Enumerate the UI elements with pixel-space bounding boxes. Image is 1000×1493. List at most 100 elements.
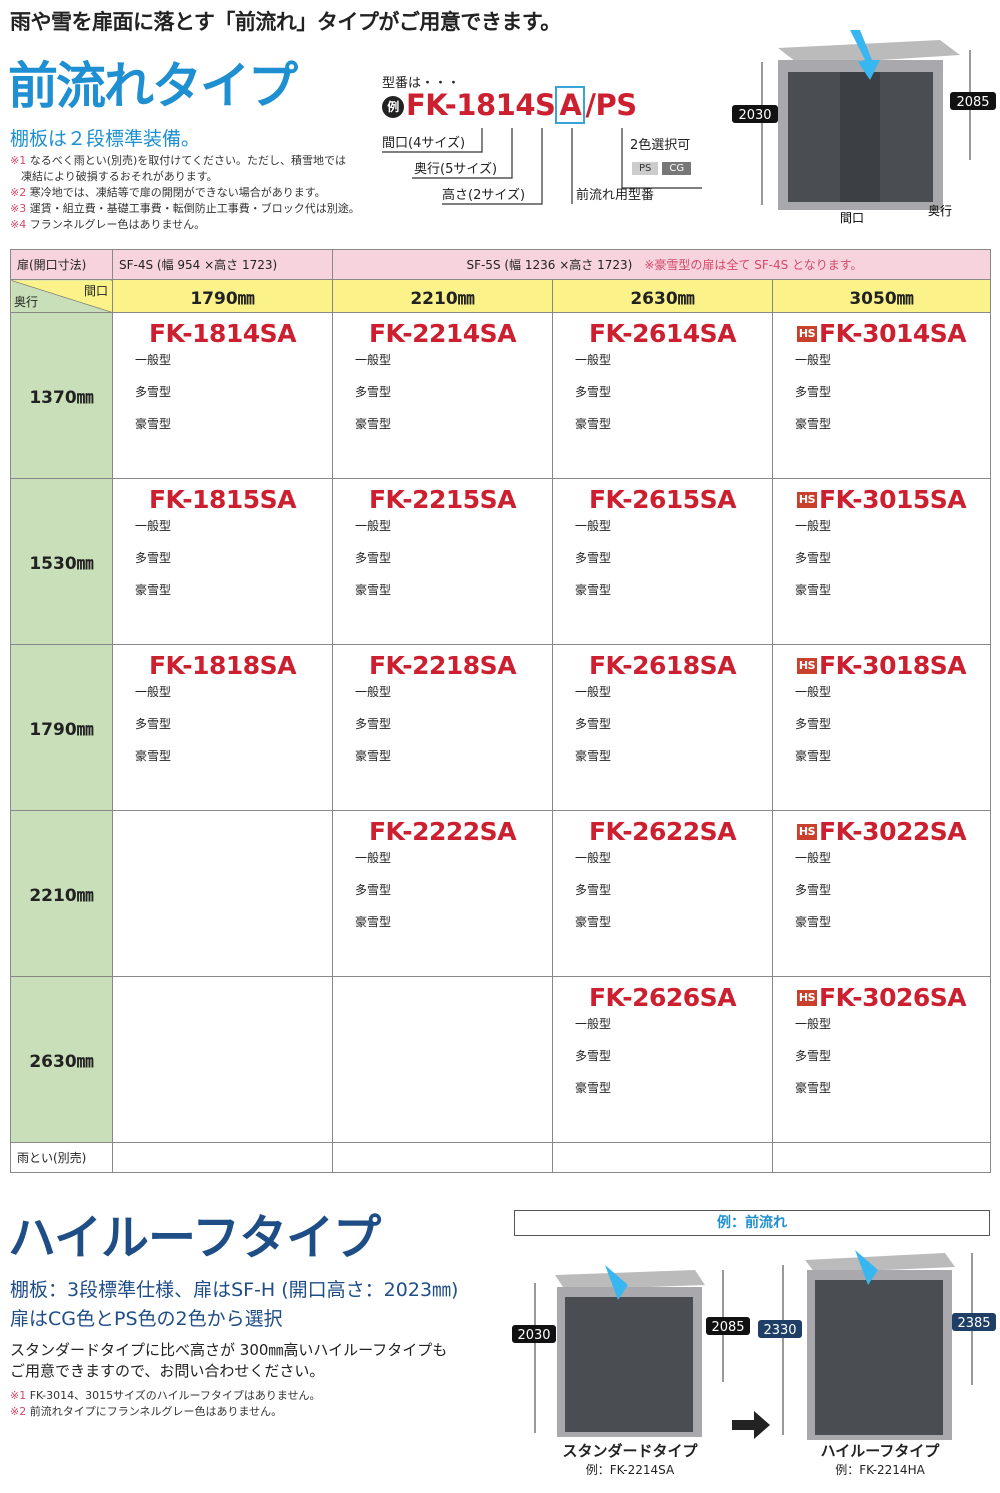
model-type: 一般型 [575, 1017, 612, 1031]
model-type: 一般型 [135, 353, 172, 367]
hs-badge: HS [796, 658, 818, 674]
model-type: 多雪型 [575, 1049, 612, 1063]
width-header: 2210㎜ [332, 279, 553, 313]
model-name: FK-2215SA [333, 485, 552, 514]
high-roof-front-height: 2330 [763, 1323, 796, 1338]
standard-shed: 2030 2085 [512, 1265, 750, 1437]
table-row: 1370㎜ FK-1814SA 一般型 多雪型 豪雪型 FK-2214SA 一般型 多雪型 豪雪… [10, 312, 992, 479]
note-item: ※2 寒冷地では、凍結等で扉の開閉ができない場合があります。 [10, 185, 360, 201]
note-text: 前流れタイプにフランネルグレー色はありません。 [29, 1405, 283, 1418]
model-type: 豪雪型 [355, 583, 392, 597]
model-type: 多雪型 [135, 717, 172, 731]
color-cg: CG [662, 162, 692, 175]
note-mark: ※3 [10, 202, 27, 215]
note-item: ※1 FK-3014、3015サイズのハイルーフタイプはありません。 [10, 1388, 321, 1404]
dim-depth: 奥行 [928, 204, 952, 218]
model-cell: FK-1815SA 一般型 多雪型 豪雪型 [112, 478, 333, 645]
model-name: HS FK-3022SA [773, 817, 990, 846]
model-code: FK-1814SA [148, 319, 297, 348]
model-code: FK-3026SA [819, 983, 967, 1012]
model-type: 一般型 [355, 519, 392, 533]
model-name: FK-2622SA [553, 817, 772, 846]
model-name: HS FK-3014SA [773, 319, 990, 348]
dim-width: 間口 [840, 211, 864, 225]
model-cell [112, 810, 333, 977]
model-type: 豪雪型 [795, 417, 832, 431]
model-code: FK-2622SA [588, 817, 737, 846]
shed-comparison-illustration: 2030 2085 2330 2385 [512, 1250, 996, 1440]
example-header: 例：前流れ [514, 1210, 990, 1236]
code-bracket-lines [382, 128, 702, 205]
note-text: 凍結により破損するおそれがあります。 [10, 170, 218, 183]
model-type: 豪雪型 [135, 417, 172, 431]
example-code: 例 FK-1814S A/PS [382, 86, 637, 124]
notes-list: ※1 なるべく雨とい(別売)を取付けてください。ただし、積雪地では 凍結により破… [10, 153, 360, 233]
example-mark: 例 [382, 96, 404, 118]
code-main: FK-1814S [406, 88, 556, 122]
size-table: 扉(開口寸法) SF-4S (幅 954 ×高さ 1723) SF-5S (幅 … [10, 249, 992, 1173]
model-type: 一般型 [355, 851, 392, 865]
model-code: FK-3015SA [819, 485, 967, 514]
model-cell: HS FK-3018SA 一般型 多雪型 豪雪型 [771, 644, 992, 811]
standard-type-example: 例：FK-2214SA [585, 1463, 675, 1477]
width-header: 3050㎜ [771, 279, 992, 313]
model-type: 豪雪型 [795, 1081, 832, 1095]
model-type: 多雪型 [575, 385, 612, 399]
color-ps: PS [632, 162, 659, 175]
model-type: 豪雪型 [795, 915, 832, 929]
gutter-cell [552, 1142, 773, 1173]
model-intro: 型番は・・・ [382, 76, 461, 91]
model-code: FK-2615SA [588, 485, 737, 514]
model-name: FK-2218SA [333, 651, 552, 680]
model-type: 豪雪型 [575, 417, 612, 431]
note-item: ※4 フランネルグレー色はありません。 [10, 217, 360, 233]
gutter-cell [112, 1142, 333, 1173]
depth-header: 1530㎜ [10, 478, 113, 645]
model-code: FK-2215SA [368, 485, 517, 514]
note-text: FK-3014、3015サイズのハイルーフタイプはありません。 [29, 1389, 321, 1402]
model-name: HS FK-3026SA [773, 983, 990, 1012]
model-name: FK-1814SA [113, 319, 332, 348]
model-cell: FK-1814SA 一般型 多雪型 豪雪型 [112, 312, 333, 479]
note-mark: ※1 [10, 1389, 27, 1402]
model-type: 一般型 [575, 851, 612, 865]
model-name: FK-1815SA [113, 485, 332, 514]
note-mark: ※2 [10, 1405, 27, 1418]
model-type: 豪雪型 [575, 749, 612, 763]
model-type: 多雪型 [575, 883, 612, 897]
model-type: 豪雪型 [355, 915, 392, 929]
model-type: 多雪型 [795, 717, 832, 731]
note-item: ※1 なるべく雨とい(別売)を取付けてください。ただし、積雪地では [10, 153, 360, 169]
model-cell: HS FK-3015SA 一般型 多雪型 豪雪型 [771, 478, 992, 645]
code-a: A [555, 86, 586, 124]
model-type: 多雪型 [575, 551, 612, 565]
model-type: 豪雪型 [575, 1081, 612, 1095]
desc-line-2: ご用意できますので、お問い合わせください。 [10, 1362, 325, 1380]
gutter-label: 雨とい(別売) [10, 1142, 113, 1173]
model-type: 一般型 [355, 685, 392, 699]
model-type: 多雪型 [355, 551, 392, 565]
gutter-row: 雨とい(別売) [10, 1142, 992, 1173]
model-code: FK-2222SA [368, 817, 517, 846]
label-depth: 奥行(5サイズ) [414, 162, 498, 177]
table-row: 2630㎜ FK-2626SA 一般型 多雪型 豪雪型 HS FK-3026SA 一般型 多雪型… [10, 976, 992, 1143]
model-cell [332, 976, 553, 1143]
arrow-right-icon [732, 1411, 770, 1439]
dim-front-height: 2030 [738, 108, 771, 123]
door-note: ※豪雪型の扉は全て SF-4S となります。 [644, 258, 863, 272]
gutter-cell [332, 1142, 553, 1173]
model-name: FK-2618SA [553, 651, 772, 680]
note-text: なるべく雨とい(別売)を取付けてください。ただし、積雪地では [29, 154, 346, 167]
model-type: 豪雪型 [795, 749, 832, 763]
width-header: 1790㎜ [112, 279, 333, 313]
depth-header: 2630㎜ [10, 976, 113, 1143]
corner-width: 間口 [83, 284, 108, 298]
door-header: 扉(開口寸法) [10, 249, 113, 280]
door-sf5s-cell: SF-5S (幅 1236 ×高さ 1723) ※豪雪型の扉は全て SF-4S … [331, 249, 992, 280]
model-type: 豪雪型 [575, 915, 612, 929]
table-row: 1530㎜ FK-1815SA 一般型 多雪型 豪雪型 FK-2215SA 一般型多雪型豪雪… [10, 478, 992, 645]
corner-cell: 間口 奥行 [10, 279, 113, 313]
note-item: ※3 運賃・組立費・基礎工事費・転倒防止工事費・ブロック代は別途。 [10, 201, 360, 217]
model-type: 多雪型 [355, 717, 392, 731]
depth-header: 2210㎜ [10, 810, 113, 977]
